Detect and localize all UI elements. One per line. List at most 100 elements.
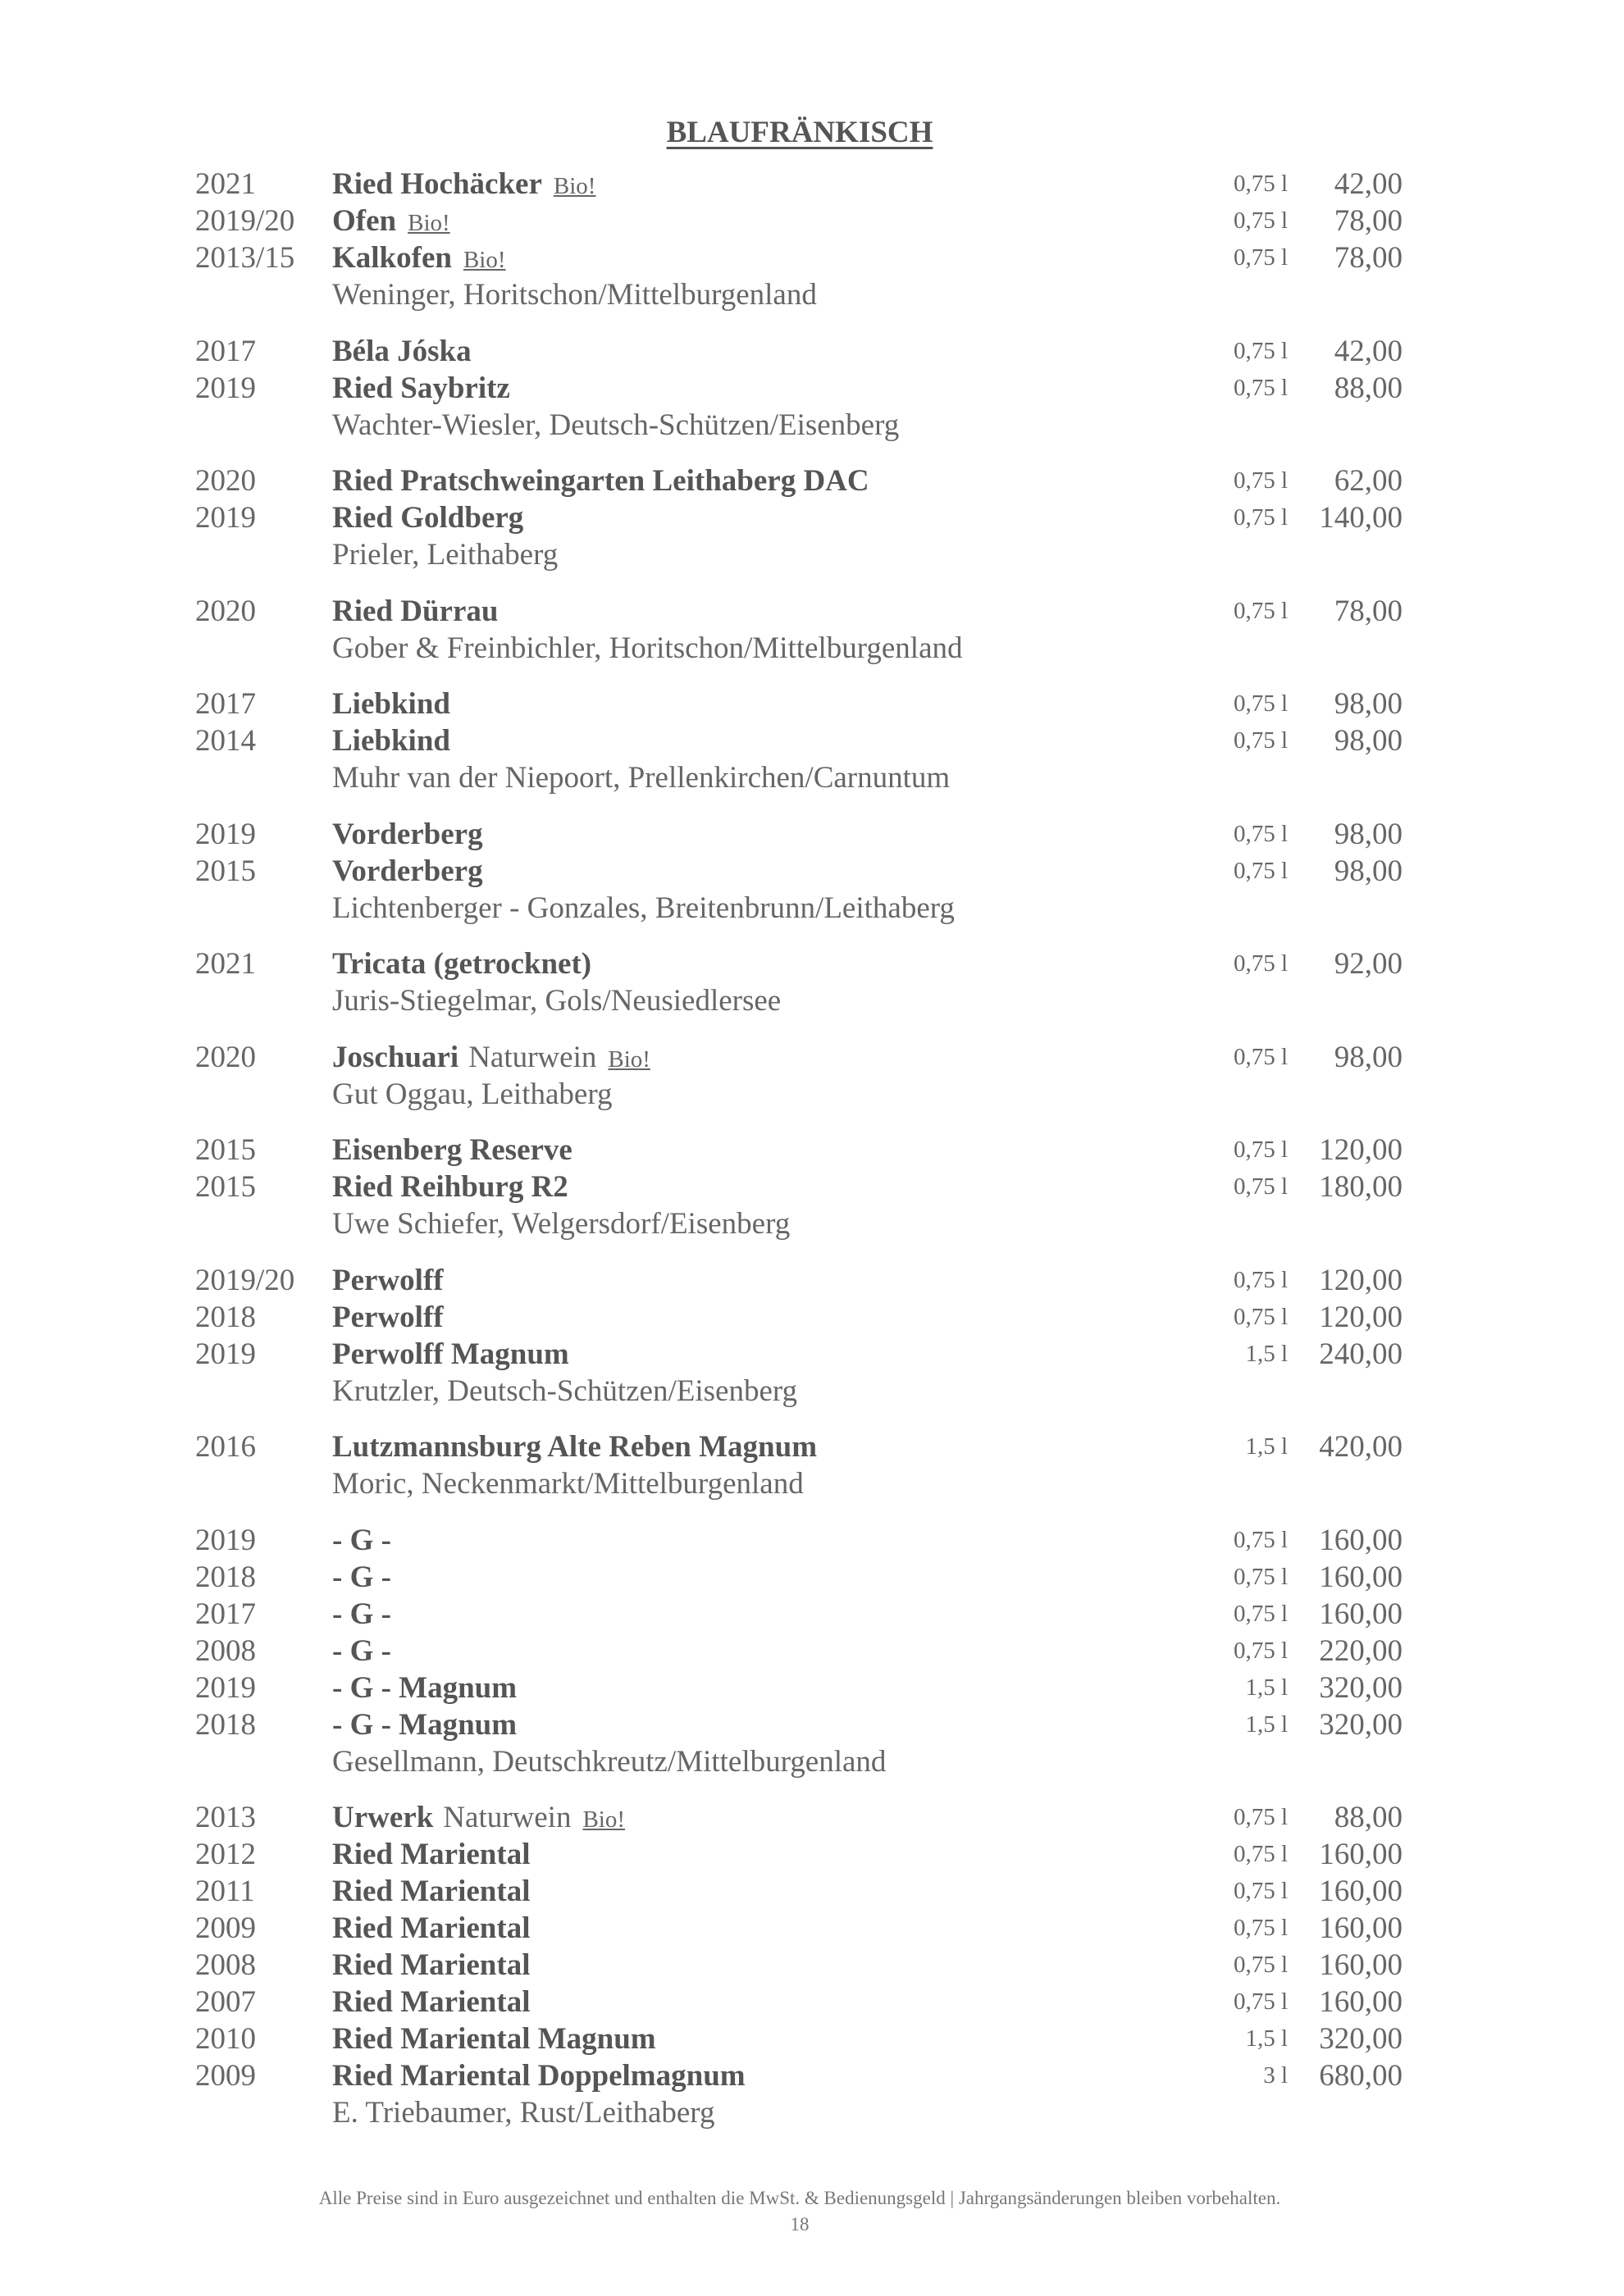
producer-row: Lichtenberger - Gonzales, Breitenbrunn/L… xyxy=(0,890,1624,927)
bio-badge: Bio! xyxy=(553,173,596,199)
wine-price: 98,00 xyxy=(1334,687,1403,721)
producer-group: 2016 Lutzmannsburg Alte Reben Magnum 1,5 l… xyxy=(0,1428,1624,1502)
wine-price: 98,00 xyxy=(1334,854,1403,888)
wine-row: 2019 Ried Saybritz 0,75 l 88,00 xyxy=(0,370,1624,407)
wine-name-text: - G - Magnum xyxy=(332,1707,518,1742)
wine-row: 2015 Ried Reihburg R2 0,75 l 180,00 xyxy=(0,1168,1624,1205)
wine-price: 92,00 xyxy=(1334,947,1403,981)
wine-price: 320,00 xyxy=(1319,1707,1403,1742)
wine-name: Ofen Bio! xyxy=(332,203,450,242)
wine-name-text: Béla Jóska xyxy=(332,334,472,368)
wine-name: Vorderberg xyxy=(332,816,483,853)
wine-volume: 0,75 l xyxy=(1233,1600,1288,1627)
wine-name: - G - xyxy=(332,1633,391,1670)
wine-row: 2018 - G - Magnum 1,5 l 320,00 xyxy=(0,1706,1624,1743)
wine-volume: 0,75 l xyxy=(1233,171,1288,197)
page-number: 18 xyxy=(790,2214,810,2234)
wine-name: Lutzmannsburg Alte Reben Magnum xyxy=(332,1428,817,1465)
wine-vintage: 2019 xyxy=(195,817,256,851)
wine-row: 2014 Liebkind 0,75 l 98,00 xyxy=(0,722,1624,759)
wine-price: 120,00 xyxy=(1319,1263,1403,1297)
wine-volume: 0,75 l xyxy=(1233,244,1288,271)
wine-name-text: Vorderberg xyxy=(332,817,483,851)
wine-name: Ried Mariental xyxy=(332,1984,530,2020)
wine-name: Eisenberg Reserve xyxy=(332,1132,573,1168)
wine-name-text: Tricata (getrocknet) xyxy=(332,947,592,981)
wine-price: 98,00 xyxy=(1334,724,1403,758)
wine-row: 2019/20 Ofen Bio! 0,75 l 78,00 xyxy=(0,203,1624,239)
wine-name: Joschuari Naturwein Bio! xyxy=(332,1039,650,1078)
wine-vintage: 2011 xyxy=(195,1875,255,1908)
wine-name-text: - G - xyxy=(332,1597,391,1631)
wine-row: 2019 Ried Goldberg 0,75 l 140,00 xyxy=(0,499,1624,536)
wine-volume: 0,75 l xyxy=(1233,820,1288,847)
producer-group: 2019 Vorderberg 0,75 l 98,00 2015 Vorderberg 0… xyxy=(0,816,1624,927)
wine-row: 2009 Ried Mariental Doppelmagnum 3 l 680,00 xyxy=(0,2057,1624,2094)
wine-vintage: 2013 xyxy=(195,1801,256,1834)
wine-name-text: Ried Mariental xyxy=(332,1875,531,1908)
wine-name-text: Ried Hochäcker xyxy=(332,167,542,201)
wine-volume: 0,75 l xyxy=(1233,1841,1288,1867)
wine-name: Perwolff Magnum xyxy=(332,1336,569,1373)
wine-vintage: 2021 xyxy=(195,167,256,201)
producer-group: 2015 Eisenberg Reserve 0,75 l 120,00 2015 Rie… xyxy=(0,1132,1624,1242)
footer-note: Alle Preise sind in Euro ausgezeichnet u… xyxy=(318,2188,1281,2208)
wine-name: Ried Reihburg R2 xyxy=(332,1168,568,1205)
wine-row: 2007 Ried Mariental 0,75 l 160,00 xyxy=(0,1984,1624,2020)
producer-row: Moric, Neckenmarkt/Mittelburgenland xyxy=(0,1465,1624,1502)
wine-price: 160,00 xyxy=(1319,1523,1403,1557)
producer-row: Muhr van der Niepoort, Prellenkirchen/Ca… xyxy=(0,759,1624,796)
wine-row: 2017 - G - 0,75 l 160,00 xyxy=(0,1596,1624,1633)
wine-row: 2015 Vorderberg 0,75 l 98,00 xyxy=(0,853,1624,890)
wine-row: 2019 - G - Magnum 1,5 l 320,00 xyxy=(0,1670,1624,1706)
producer-group: 2020 Ried Pratschweingarten Leithaberg DA… xyxy=(0,462,1624,573)
wine-volume: 1,5 l xyxy=(1245,1340,1288,1367)
producer-name: Gut Oggau, Leithaberg xyxy=(332,1077,613,1111)
wine-name: - G - Magnum xyxy=(332,1706,517,1743)
wine-name-text: Liebkind xyxy=(332,724,450,758)
producer-row: Uwe Schiefer, Welgersdorf/Eisenberg xyxy=(0,1205,1624,1242)
producer-row: Gut Oggau, Leithaberg xyxy=(0,1076,1624,1113)
producer-name: Krutzler, Deutsch-Schützen/Eisenberg xyxy=(332,1374,798,1408)
wine-vintage: 2014 xyxy=(195,724,256,758)
wine-vintage: 2008 xyxy=(195,1633,256,1668)
wine-vintage: 2019 xyxy=(195,371,256,405)
wine-volume: 0,75 l xyxy=(1233,727,1288,754)
producer-name: Uwe Schiefer, Welgersdorf/Eisenberg xyxy=(332,1207,791,1241)
wine-volume: 0,75 l xyxy=(1233,374,1288,401)
wine-price: 160,00 xyxy=(1319,1875,1403,1908)
wine-row: 2008 - G - 0,75 l 220,00 xyxy=(0,1633,1624,1670)
producer-group: 2019/20 Perwolff 0,75 l 120,00 2018 Perwolff 0… xyxy=(0,1262,1624,1410)
wine-name-text: Ried Pratschweingarten Leithaberg DAC xyxy=(332,464,869,498)
wine-name-text: Lutzmannsburg Alte Reben Magnum xyxy=(332,1430,818,1464)
producer-name: Muhr van der Niepoort, Prellenkirchen/Ca… xyxy=(332,761,951,795)
wine-list: 2021 Ried Hochäcker Bio! 0,75 l 42,00 2019/20… xyxy=(0,166,1624,2151)
wine-volume: 0,75 l xyxy=(1233,1137,1288,1163)
wine-note: Naturwein xyxy=(468,1040,597,1074)
producer-name: Prieler, Leithaberg xyxy=(332,538,559,572)
wine-vintage: 2019 xyxy=(195,1523,256,1557)
producer-group: 2020 Joschuari Naturwein Bio! 0,75 l 98,00 Gut… xyxy=(0,1039,1624,1113)
wine-vintage: 2021 xyxy=(195,947,256,981)
producer-name: Weninger, Horitschon/Mittelburgenland xyxy=(332,278,817,312)
wine-volume: 0,75 l xyxy=(1233,690,1288,717)
wine-volume: 0,75 l xyxy=(1233,1915,1288,1941)
wine-volume: 0,75 l xyxy=(1233,1043,1288,1070)
wine-row: 2010 Ried Mariental Magnum 1,5 l 320,00 xyxy=(0,2020,1624,2057)
wine-vintage: 2017 xyxy=(195,1597,256,1631)
wine-price: 160,00 xyxy=(1319,1597,1403,1631)
wine-vintage: 2020 xyxy=(195,1040,256,1074)
wine-name-text: - G - xyxy=(332,1560,391,1594)
wine-name: Ried Saybritz xyxy=(332,370,510,407)
wine-vintage: 2012 xyxy=(195,1838,256,1871)
wine-volume: 0,75 l xyxy=(1233,950,1288,977)
wine-price: 140,00 xyxy=(1319,501,1403,535)
wine-name: Perwolff xyxy=(332,1299,444,1336)
wine-price: 120,00 xyxy=(1319,1133,1403,1167)
wine-vintage: 2010 xyxy=(195,2022,256,2056)
producer-group: 2021 Ried Hochäcker Bio! 0,75 l 42,00 2019/20… xyxy=(0,166,1624,313)
wine-volume: 3 l xyxy=(1263,2062,1288,2089)
producer-group: 2021 Tricata (getrocknet) 0,75 l 92,00 Juris… xyxy=(0,945,1624,1019)
wine-name-text: - G - Magnum xyxy=(332,1670,518,1705)
wine-name: Ried Dürrau xyxy=(332,593,498,630)
